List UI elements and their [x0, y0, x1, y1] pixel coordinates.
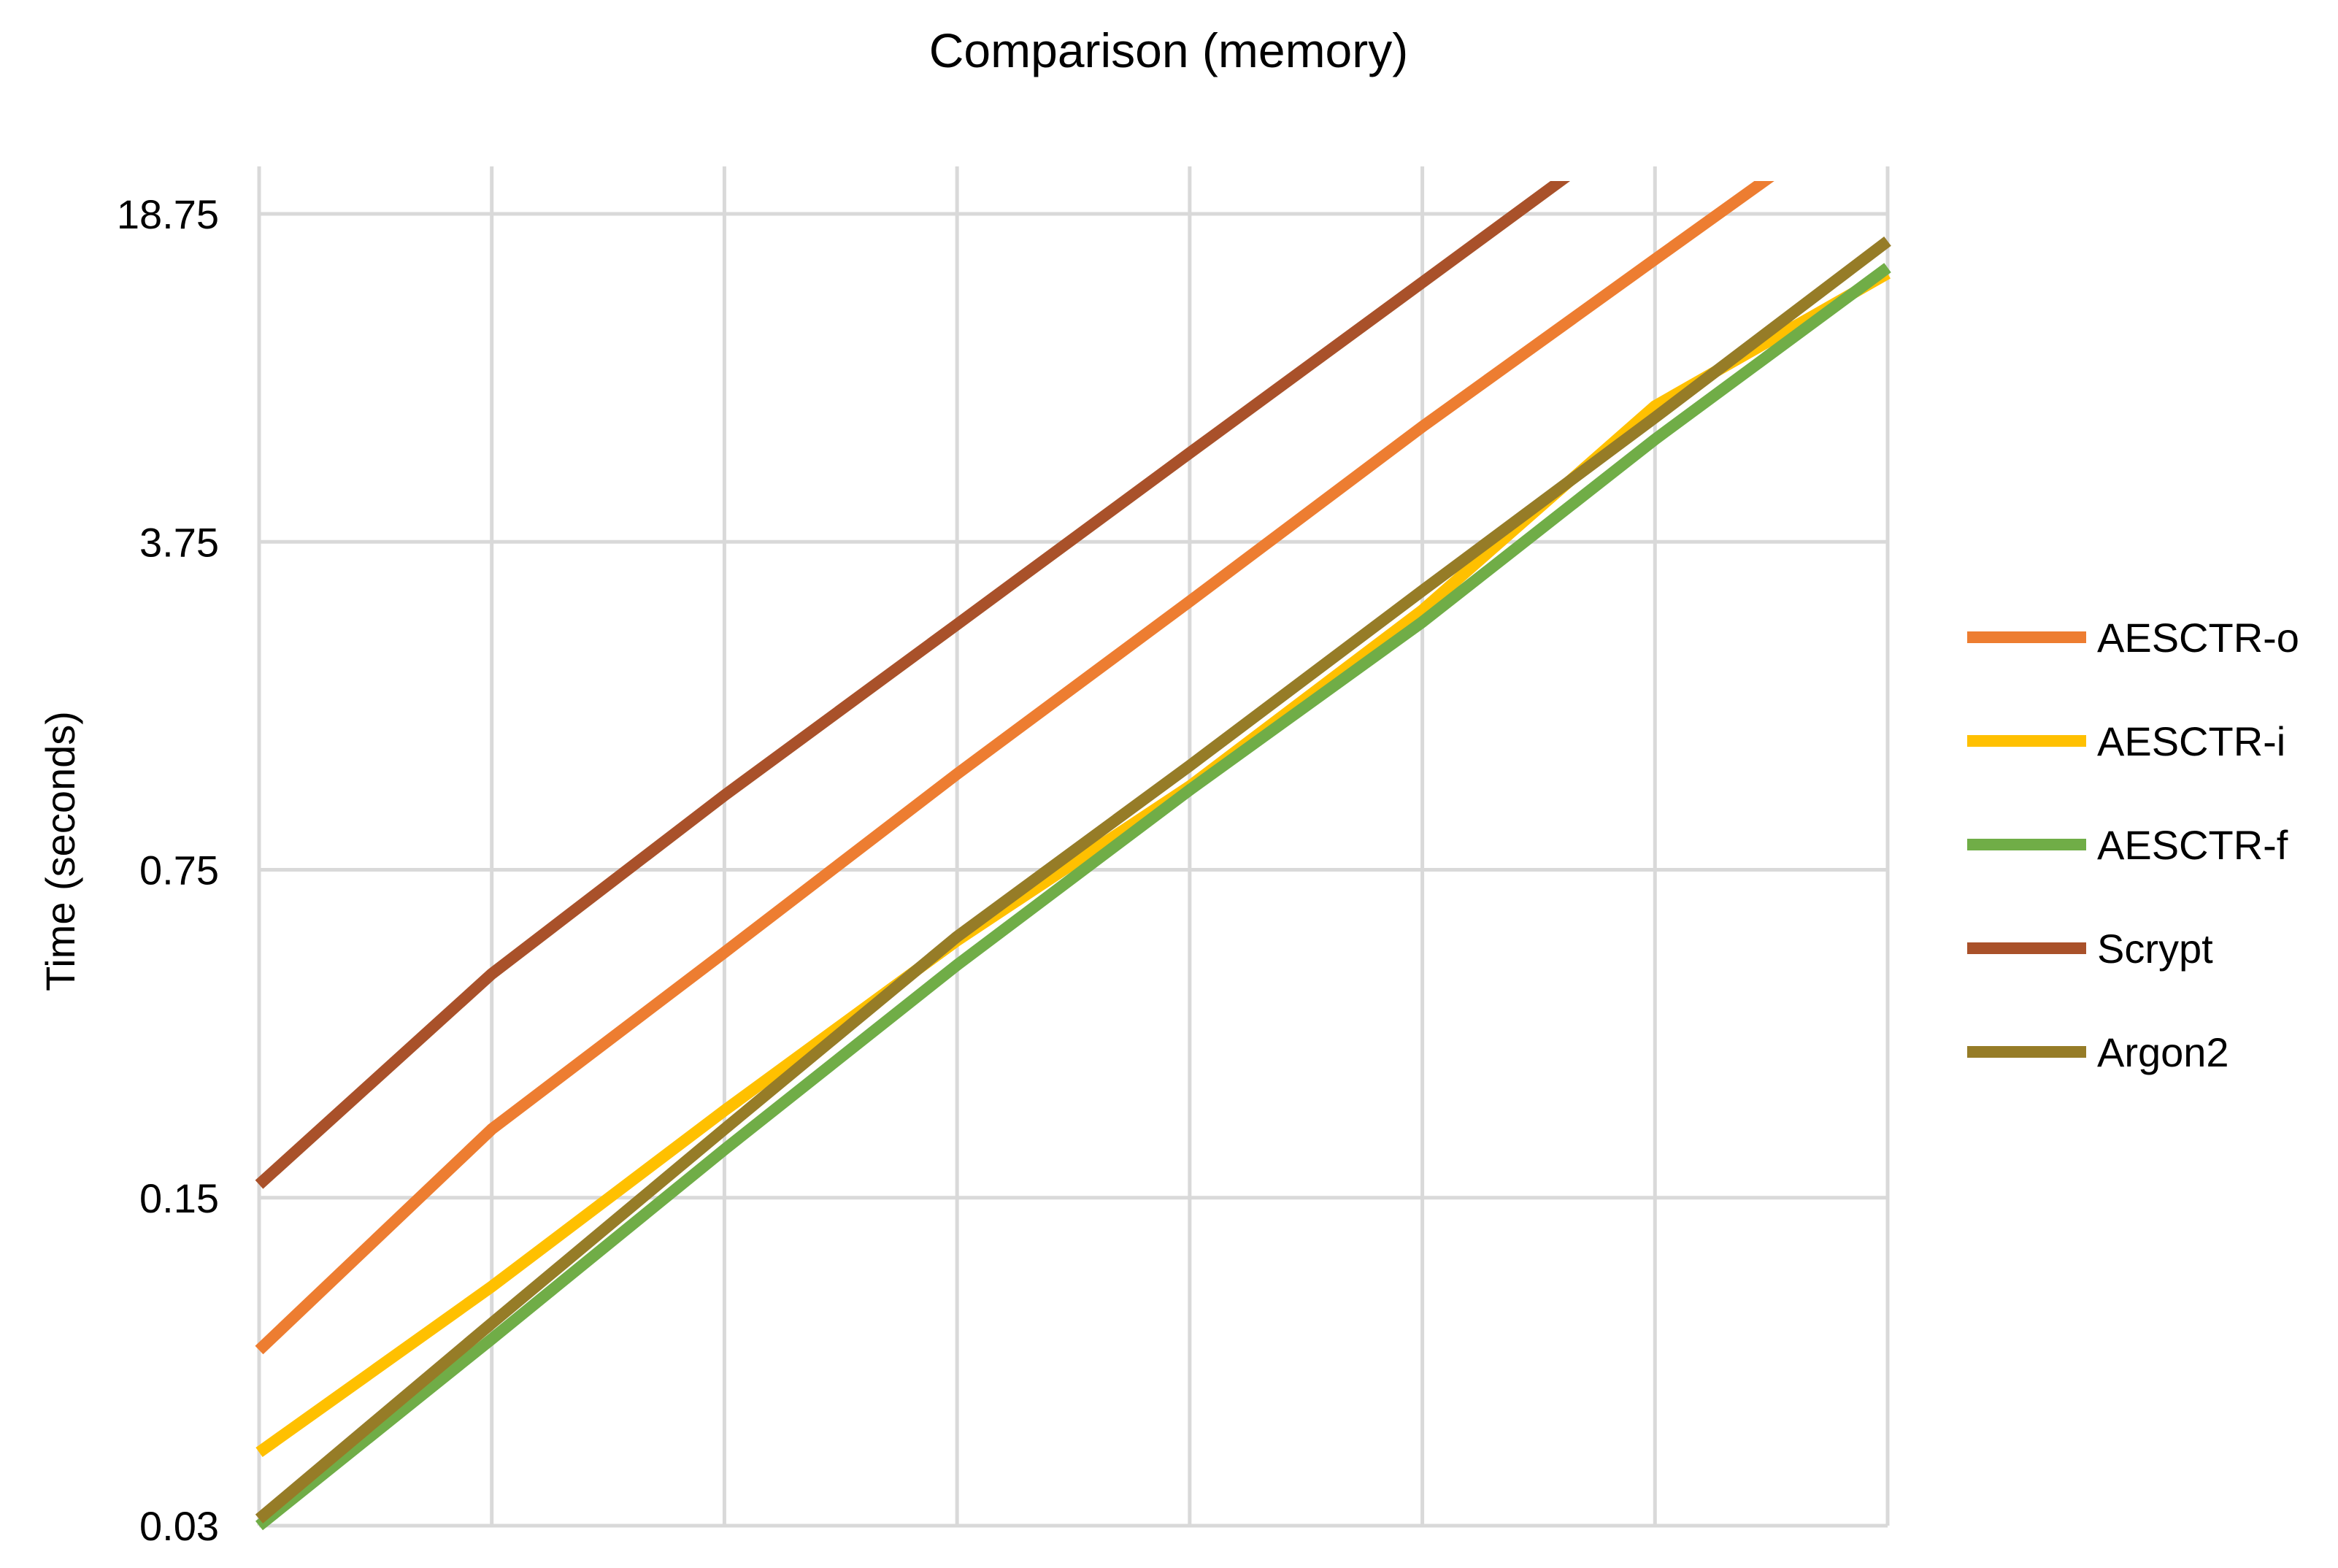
legend-label: AESCTR-i — [2097, 718, 2285, 764]
y-tick-label: 18.75 — [117, 191, 219, 237]
legend-label: AESCTR-o — [2097, 615, 2299, 661]
series-line-argon2 — [255, 237, 1891, 1523]
gridlines — [257, 166, 1890, 1528]
legend-label: AESCTR-f — [2097, 822, 2288, 868]
series-lines — [255, 181, 1891, 1531]
y-axis-ticks: 0.03 0.15 0.75 3.75 18.75 — [117, 191, 219, 1549]
y-tick-label: 3.75 — [139, 519, 219, 565]
series-line-scrypt — [255, 181, 1571, 1189]
y-tick-label: 0.03 — [139, 1503, 219, 1549]
y-axis-title: Time (seconds) — [37, 711, 83, 991]
series-line-aesctr-o — [255, 181, 1774, 1355]
chart-title: Comparison (memory) — [929, 23, 1408, 77]
series-line-aesctr-f — [255, 263, 1891, 1531]
legend-label: Scrypt — [2097, 926, 2213, 972]
legend: AESCTR-o AESCTR-i AESCTR-f Scrypt Argon2 — [1967, 615, 2299, 1075]
y-tick-label: 0.75 — [139, 848, 219, 893]
legend-label: Argon2 — [2097, 1029, 2229, 1075]
y-tick-label: 0.15 — [139, 1175, 219, 1221]
